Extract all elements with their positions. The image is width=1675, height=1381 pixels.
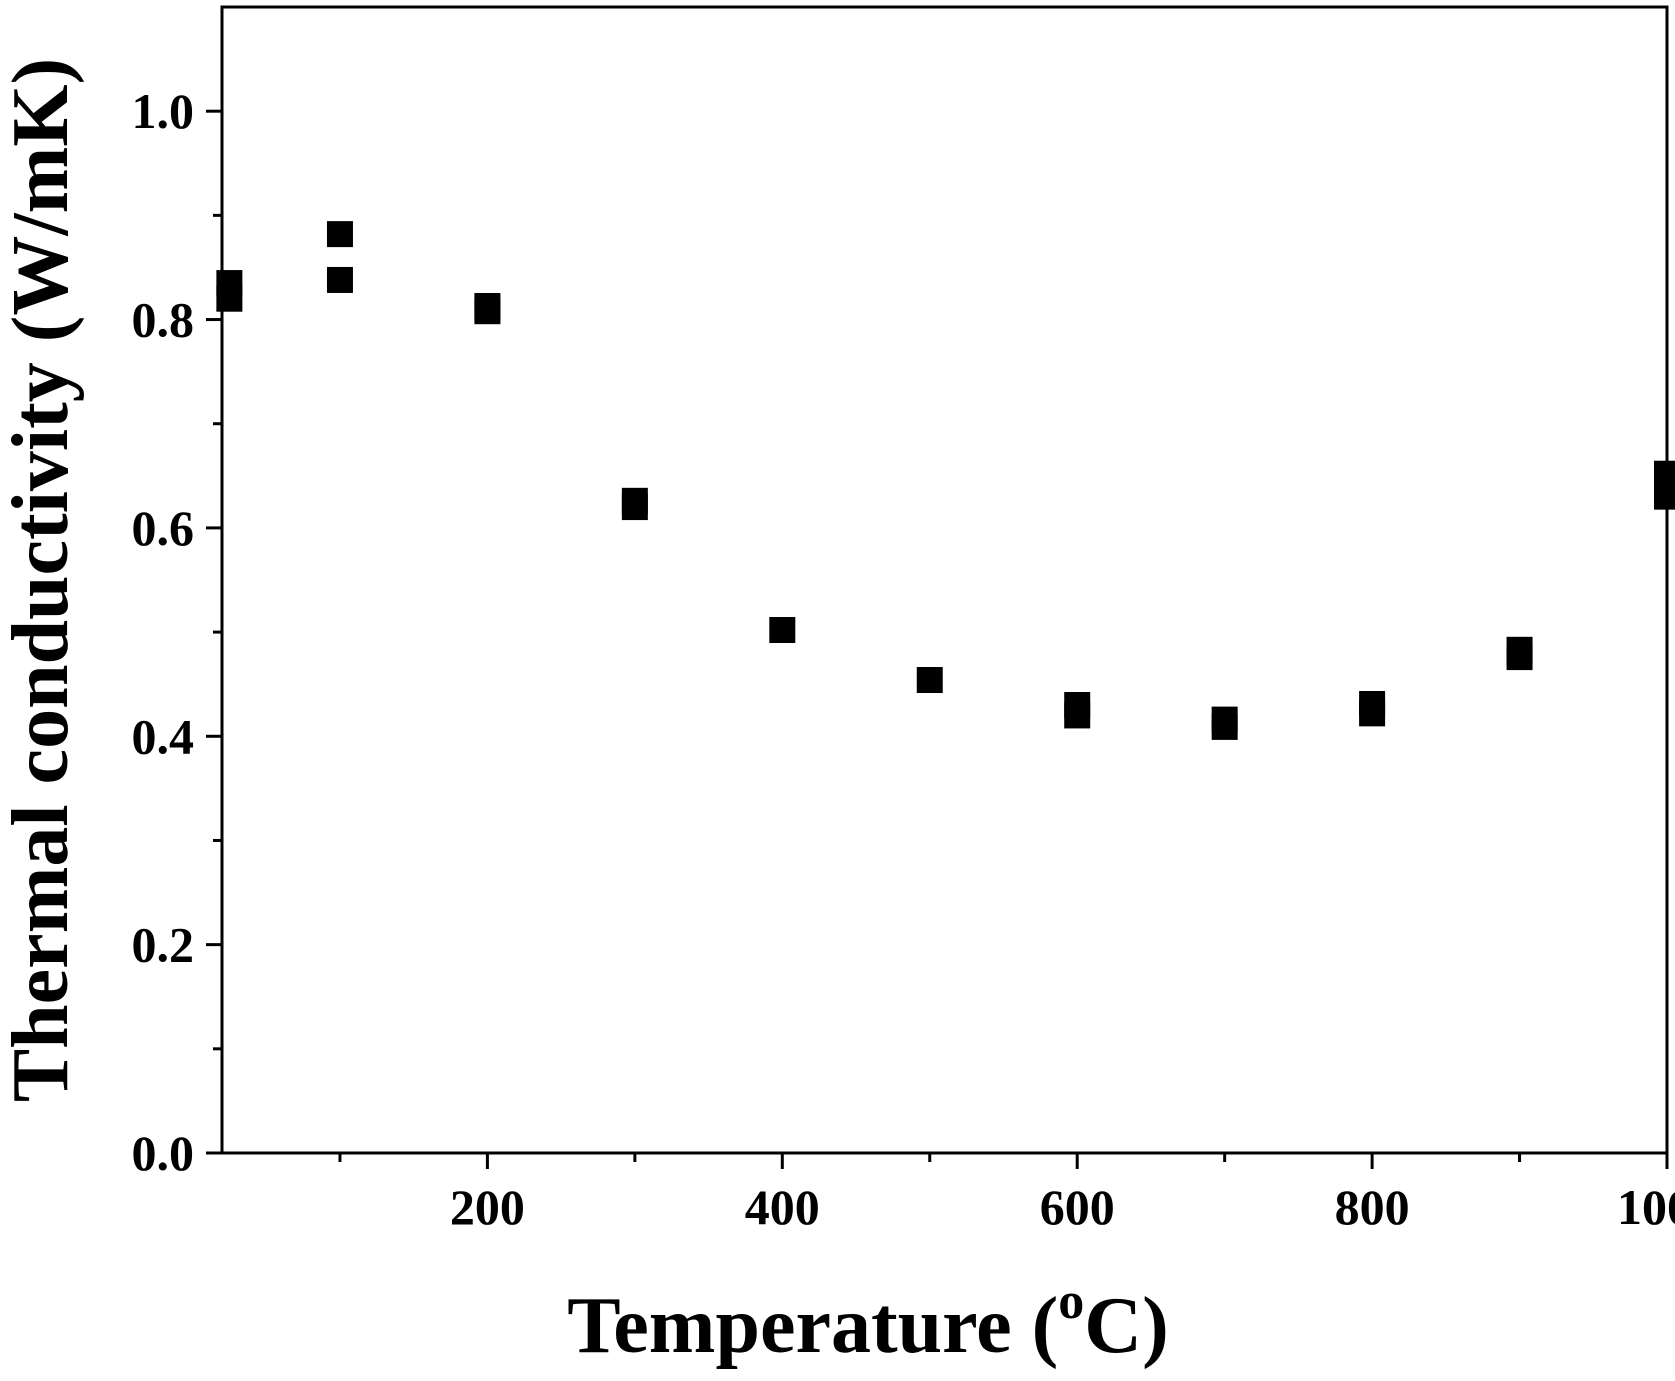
data-point	[216, 285, 243, 312]
y-axis-title: Thermal conductivity (W/mK)	[0, 58, 85, 1102]
data-point	[1211, 713, 1238, 740]
x-tick-label: 400	[745, 1179, 820, 1235]
tick-labels: 200 400 600 800 1000 0.0 0.2 0.4 0.6 0.8 1.0	[132, 83, 1675, 1235]
plot-frame	[220, 5, 1669, 1155]
minor-ticks	[213, 213, 1522, 1162]
y-tick-label: 0.4	[132, 708, 195, 764]
x-axis-title: Temperature (oC)	[567, 1273, 1168, 1370]
y-tick-label: 0.0	[132, 1125, 195, 1181]
x-tick-label: 800	[1335, 1179, 1410, 1235]
data-point	[1064, 702, 1091, 729]
x-axis-title-main: Temperature (	[567, 1282, 1058, 1370]
x-tick-label: 200	[450, 1179, 525, 1235]
data-points	[216, 221, 1675, 740]
x-tick-label: 1000	[1617, 1179, 1675, 1235]
x-tick-label: 600	[1040, 1179, 1115, 1235]
data-point	[326, 221, 353, 248]
y-tick-label: 0.8	[132, 292, 195, 348]
y-tick-label: 0.6	[132, 500, 195, 556]
y-tick-label: 1.0	[132, 83, 195, 139]
x-axis-title-suffix: C)	[1084, 1282, 1168, 1370]
data-point	[769, 617, 796, 644]
major-ticks	[206, 109, 1669, 1169]
data-point	[916, 667, 943, 694]
data-point	[326, 266, 353, 293]
data-point	[1506, 644, 1533, 671]
data-point	[474, 298, 501, 325]
data-point	[1359, 700, 1386, 727]
x-axis-title-superscript: o	[1058, 1273, 1084, 1330]
data-point	[1654, 483, 1675, 510]
data-point	[621, 494, 648, 521]
y-tick-label: 0.2	[132, 917, 195, 973]
